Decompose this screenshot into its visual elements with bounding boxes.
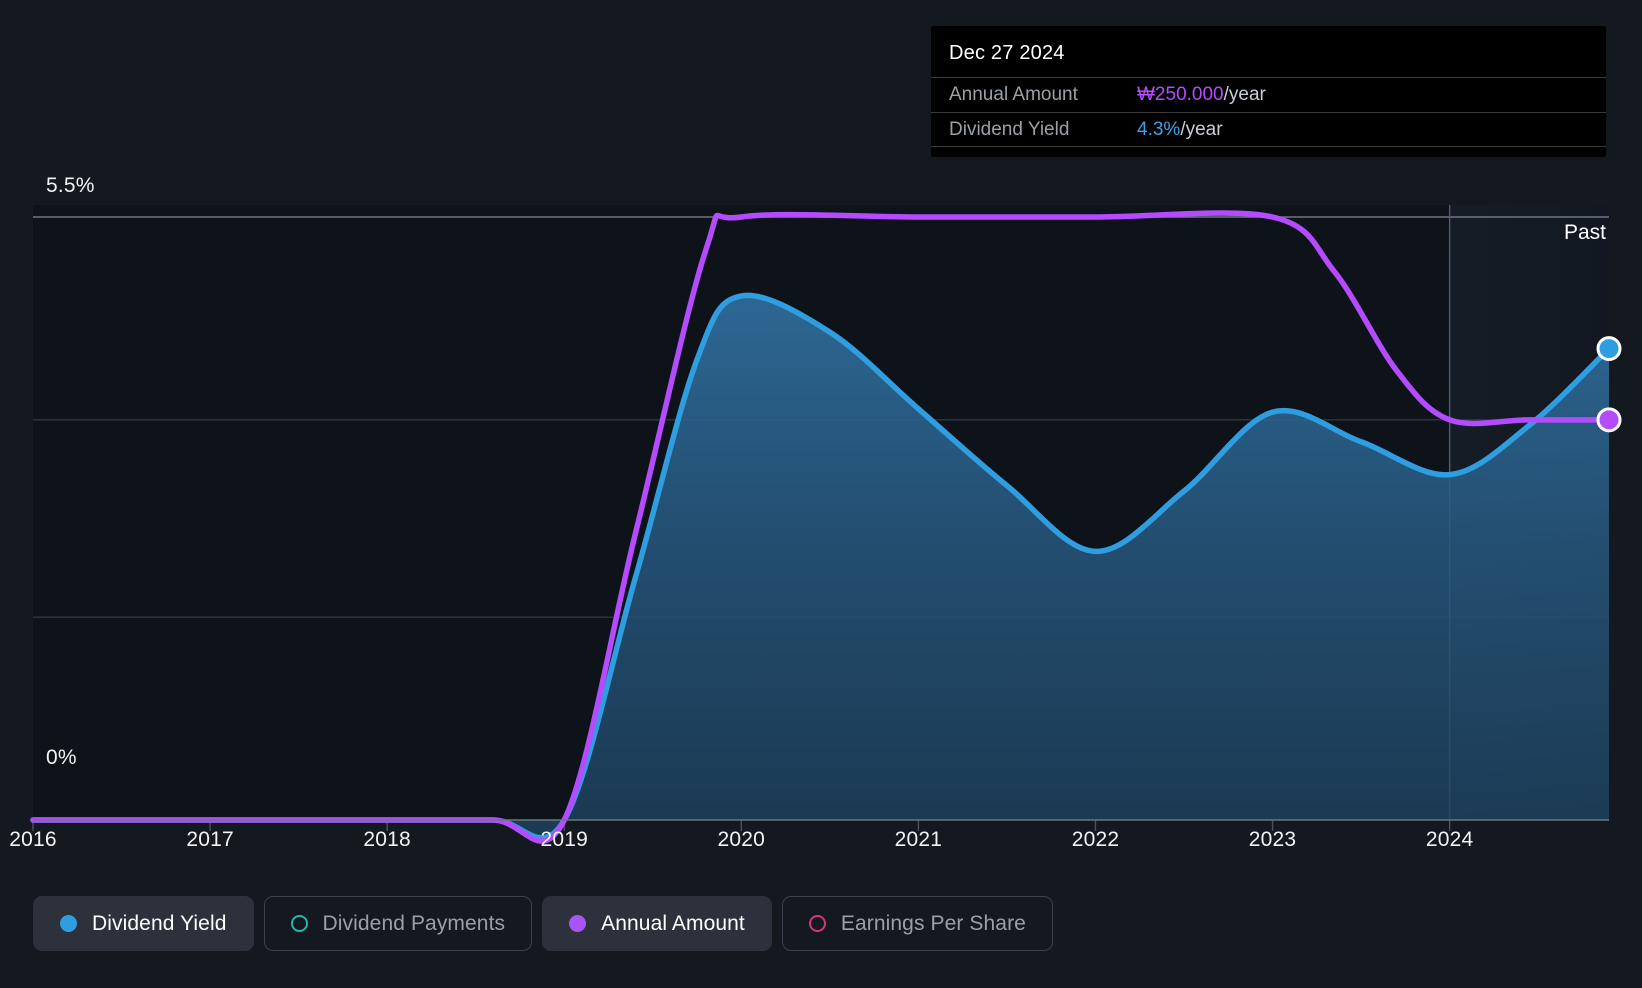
tooltip-yield-unit: /year bbox=[1180, 118, 1223, 140]
end-marker-dividend-yield bbox=[1596, 336, 1622, 362]
x-axis-tick-2017: 2017 bbox=[186, 828, 234, 851]
x-axis-tick-2016: 2016 bbox=[9, 828, 57, 851]
filled-dot-icon bbox=[569, 915, 587, 932]
series-area-dividend-yield bbox=[33, 295, 1609, 838]
legend-item-annual-amount[interactable]: Annual Amount bbox=[542, 896, 772, 951]
chart-legend: Dividend Yield Dividend Payments Annual Am… bbox=[33, 896, 1053, 951]
legend-item-dividend-yield[interactable]: Dividend Yield bbox=[33, 896, 254, 951]
legend-label: Annual Amount bbox=[601, 911, 745, 935]
x-axis-tick-2018: 2018 bbox=[363, 828, 411, 851]
tooltip-row-dividend-yield: Dividend Yield 4.3%/year bbox=[931, 112, 1606, 147]
tooltip-amount-value: ₩250.000 bbox=[1137, 84, 1224, 105]
x-axis-tick-2022: 2022 bbox=[1071, 828, 1120, 851]
legend-label: Earnings Per Share bbox=[840, 911, 1026, 935]
tooltip-amount-unit: /year bbox=[1223, 84, 1266, 105]
tooltip-row-annual-amount: Annual Amount ₩250.000/year bbox=[931, 77, 1606, 112]
chart-plot bbox=[30, 205, 1622, 844]
x-axis-tick-2019: 2019 bbox=[540, 828, 588, 851]
x-axis-labels: 2016 2017 2018 2019 2020 2021 2022 2023 2024 bbox=[0, 828, 1642, 862]
x-axis-tick-2020: 2020 bbox=[717, 828, 766, 851]
tooltip-value-annual-amount: ₩250.000/year bbox=[1137, 84, 1266, 106]
hollow-dot-icon bbox=[290, 915, 308, 932]
end-marker-annual-amount bbox=[1596, 407, 1622, 433]
legend-item-earnings-per-share[interactable]: Earnings Per Share bbox=[781, 896, 1053, 951]
tooltip-yield-value: 4.3% bbox=[1137, 118, 1181, 140]
hollow-dot-icon bbox=[808, 915, 826, 932]
tooltip-key-dividend-yield: Dividend Yield bbox=[949, 118, 1070, 140]
x-axis-tick-2021: 2021 bbox=[894, 828, 943, 851]
tooltip-value-dividend-yield: 4.3%/year bbox=[1137, 119, 1223, 141]
legend-label: Dividend Yield bbox=[92, 911, 227, 935]
y-axis-label-max: 5.5% bbox=[46, 174, 95, 197]
legend-label: Dividend Payments bbox=[322, 911, 506, 935]
x-axis-tick-2024: 2024 bbox=[1425, 828, 1474, 851]
x-axis-tick-2023: 2023 bbox=[1248, 828, 1297, 851]
y-axis-label-min: 0% bbox=[46, 746, 77, 769]
chart-tooltip: Dec 27 2024 Annual Amount ₩250.000/year … bbox=[931, 26, 1606, 157]
chart-area bbox=[30, 205, 1622, 844]
tooltip-date: Dec 27 2024 bbox=[949, 42, 1065, 64]
legend-item-dividend-payments[interactable]: Dividend Payments bbox=[263, 896, 533, 951]
past-region-label: Past bbox=[1563, 221, 1606, 244]
filled-dot-icon bbox=[60, 915, 77, 932]
tooltip-key-annual-amount: Annual Amount bbox=[949, 84, 1078, 105]
